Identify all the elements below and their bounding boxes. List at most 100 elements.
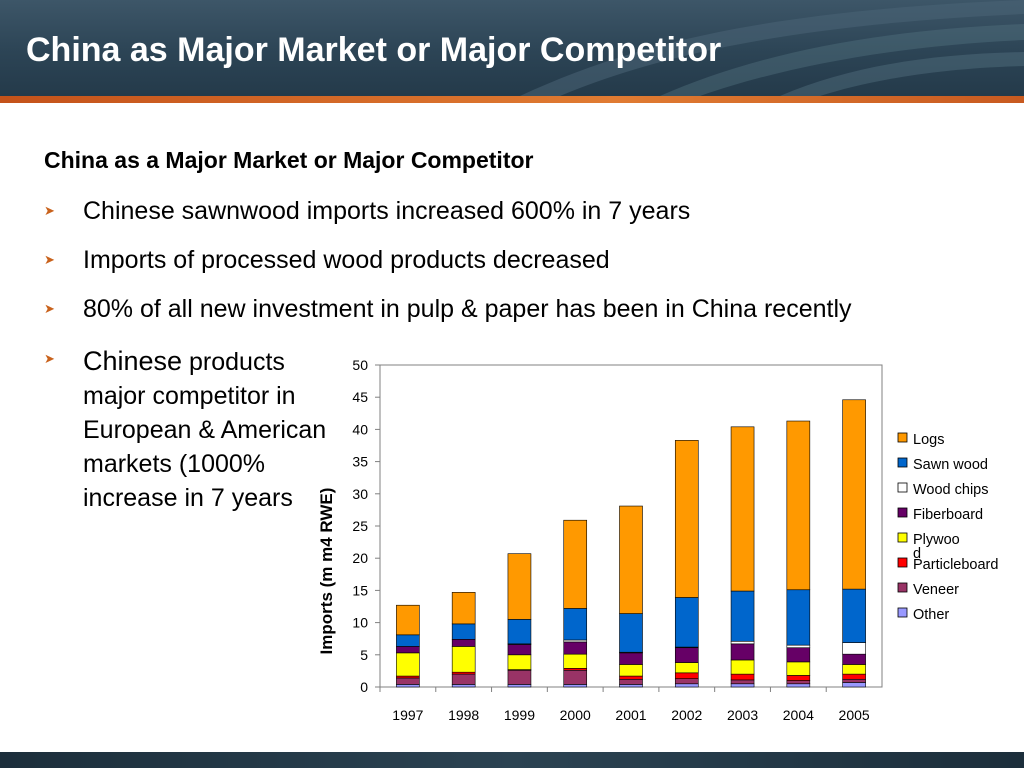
footer-bar [0, 752, 1024, 768]
bar-segment-sawn-wood [619, 613, 643, 653]
bar-segment-veneer [786, 680, 811, 685]
header-accent-rule [0, 96, 1024, 103]
bar-segment-fiberboard [507, 644, 532, 656]
bar-segment-plywood [451, 646, 476, 673]
bar-segment-plywood [563, 653, 588, 669]
arrow-bullet-icon: ➤ [44, 351, 55, 366]
legend-label: Logs [913, 432, 944, 448]
bar-segment-particleboard [786, 675, 811, 681]
bar-segment-sawn-wood [563, 608, 588, 641]
bar-segment-wood-chips [842, 642, 866, 655]
bar-segment-other [674, 683, 699, 688]
slide-header: China as Major Market or Major Competito… [0, 0, 1024, 96]
header-swoosh-decoration [520, 0, 1024, 96]
bar-segment-plywood [507, 654, 532, 670]
bar-segment-logs [786, 420, 811, 591]
y-tick-label: 40 [352, 421, 368, 437]
bar-segment-fiberboard [563, 641, 588, 655]
legend-label: Fiberboard [913, 507, 983, 523]
bar-segment-sawn-wood [786, 589, 811, 646]
bar-segment-sawn-wood [507, 619, 532, 645]
arrow-bullet-icon: ➤ [44, 301, 55, 316]
y-tick-label: 25 [352, 518, 368, 534]
page-title: China as Major Market or Major Competito… [26, 31, 722, 69]
y-tick-label: 20 [352, 550, 368, 566]
bar-segment-veneer [507, 669, 532, 685]
bar-segment-other [451, 684, 476, 688]
bar-segment-plywood [842, 664, 866, 675]
bar-segment-sawn-wood [730, 590, 755, 642]
y-tick-label: 30 [352, 486, 368, 502]
x-tick-label: 2002 [671, 707, 702, 723]
y-tick-label: 5 [360, 647, 368, 663]
bar-segment-wood-chips [786, 644, 811, 649]
bullet-lead-word: Chinese [83, 346, 183, 376]
bar-segment-plywood [730, 659, 755, 675]
bar-segment-sawn-wood [396, 634, 420, 647]
bar-segment-veneer [730, 679, 755, 685]
bar-segment-particleboard [730, 673, 755, 681]
x-tick-label: 1999 [504, 707, 535, 723]
bar-segment-other [563, 684, 588, 688]
bar-segment-veneer [619, 678, 643, 685]
x-tick-label: 2005 [839, 707, 870, 723]
bar-segment-particleboard [619, 675, 643, 680]
legend-label: Sawn wood [913, 457, 988, 473]
bar-segment-sawn-wood [842, 588, 866, 643]
legend-swatch [897, 557, 908, 568]
bar-segment-veneer [451, 673, 476, 685]
bar-segment-logs [842, 399, 866, 590]
y-tick-label: 50 [352, 357, 368, 373]
bar-segment-plywood [786, 661, 811, 676]
bullet-rest-text: products major competitor in European & … [83, 348, 327, 512]
legend-swatch [897, 532, 908, 543]
bar-segment-plywood [619, 664, 643, 677]
bar-segment-plywood [396, 652, 420, 677]
bar-segment-fiberboard [842, 653, 866, 665]
legend-swatch [897, 482, 908, 493]
y-tick-label: 10 [352, 615, 368, 631]
legend-swatch [897, 457, 908, 468]
bar-segment-logs [396, 604, 420, 636]
y-axis-label: Imports (m m4 RWE) [317, 488, 336, 655]
bar-segment-other [786, 683, 811, 688]
bar-segment-particleboard [842, 673, 866, 680]
bar-segment-wood-chips [730, 640, 755, 645]
bar-segment-other [507, 684, 532, 688]
bar-segment-veneer [674, 678, 699, 685]
bar-segment-fiberboard [619, 652, 643, 665]
x-tick-label: 2004 [783, 707, 814, 723]
legend-label: Particleboard [913, 557, 998, 573]
bullet-text: Imports of processed wood products decre… [83, 246, 610, 274]
bar-segment-fiberboard [786, 647, 811, 663]
legend-label: Plywoo d [913, 532, 960, 562]
bar-segment-particleboard [674, 672, 699, 679]
x-tick-label: 2000 [560, 707, 591, 723]
bar-segment-logs [619, 505, 643, 614]
bar-segment-fiberboard [674, 647, 699, 663]
y-tick-label: 45 [352, 389, 368, 405]
legend-swatch [897, 607, 908, 618]
bullet-text: Chinese products major competitor in Eur… [83, 344, 333, 515]
bar-segment-sawn-wood [451, 623, 476, 640]
x-tick-label: 1997 [392, 707, 423, 723]
legend-label: Other [913, 607, 949, 623]
bar-segment-logs [507, 553, 532, 620]
bar-segment-plywood [674, 662, 699, 674]
bullet-text: 80% of all new investment in pulp & pape… [83, 295, 852, 323]
bullet-text: Chinese sawnwood imports increased 600% … [83, 197, 691, 225]
bar-segment-veneer [563, 669, 588, 685]
bar-segment-other [396, 684, 420, 688]
bar-segment-logs [563, 519, 588, 609]
y-tick-label: 35 [352, 454, 368, 470]
arrow-bullet-icon: ➤ [44, 252, 55, 267]
legend-label: Wood chips [913, 482, 989, 498]
bar-segment-fiberboard [451, 639, 476, 647]
y-tick-label: 0 [360, 679, 368, 695]
bar-segment-logs [674, 440, 699, 598]
x-tick-label: 1998 [448, 707, 479, 723]
bar-segment-veneer [842, 678, 866, 683]
x-tick-label: 2001 [615, 707, 646, 723]
legend-swatch [897, 432, 908, 443]
stacked-bar-chart: 0 5 10 15 20 25 30 35 40 45 50 Imports (m m4 RWE) 19… [317, 357, 998, 723]
